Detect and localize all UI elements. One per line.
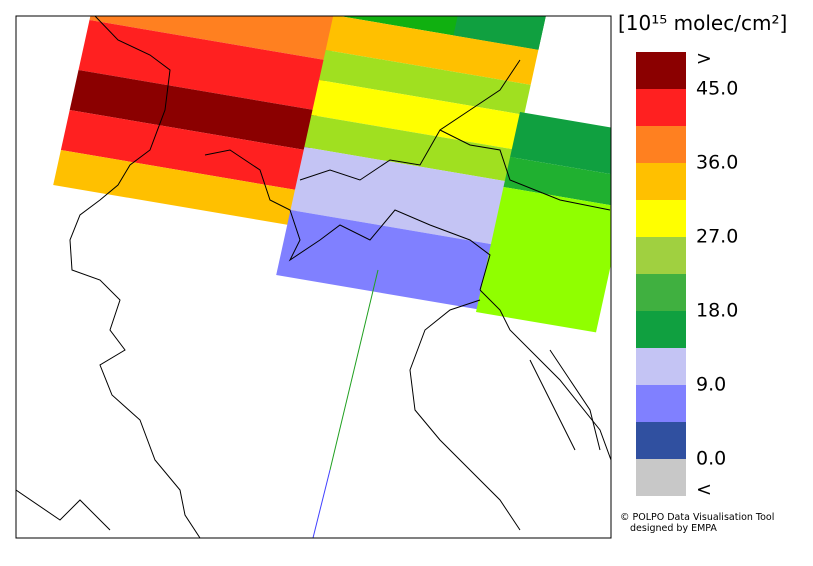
legend-swatch bbox=[636, 126, 686, 163]
legend-swatch bbox=[636, 52, 686, 89]
legend-label: > bbox=[696, 48, 712, 70]
legend-swatch bbox=[636, 237, 686, 274]
credit: © POLPO Data Visualisation Tool bbox=[620, 512, 774, 523]
track bbox=[312, 469, 331, 538]
legend-label: 45.0 bbox=[696, 78, 738, 100]
map-frame bbox=[15, 15, 612, 539]
legend-swatch bbox=[636, 385, 686, 422]
legend-label: < bbox=[696, 479, 712, 501]
legend-swatch bbox=[636, 348, 686, 385]
legend-label: 0.0 bbox=[696, 448, 726, 470]
legend-label: 27.0 bbox=[696, 226, 738, 248]
legend-swatch bbox=[636, 200, 686, 237]
track bbox=[329, 269, 379, 471]
swath-left bbox=[53, 16, 344, 226]
swath-middle bbox=[276, 16, 554, 310]
legend-label: 9.0 bbox=[696, 374, 726, 396]
legend-swatch bbox=[636, 163, 686, 200]
credit: designed by EMPA bbox=[630, 523, 717, 534]
legend-swatch bbox=[636, 311, 686, 348]
legend-label: 18.0 bbox=[696, 300, 738, 322]
legend-swatch bbox=[636, 459, 686, 496]
legend-swatch bbox=[636, 274, 686, 311]
legend-title: [10¹⁵ molec/cm²] bbox=[618, 11, 787, 35]
map bbox=[16, 16, 611, 538]
legend-swatch bbox=[636, 422, 686, 459]
coast-islands bbox=[529, 349, 601, 451]
legend-label: 36.0 bbox=[696, 152, 738, 174]
legend: >45.0 36.0 27.0 18.0 9.0 0.0 < bbox=[636, 48, 738, 501]
swath-right bbox=[476, 112, 611, 333]
borders bbox=[16, 16, 611, 538]
legend-swatch bbox=[636, 89, 686, 126]
